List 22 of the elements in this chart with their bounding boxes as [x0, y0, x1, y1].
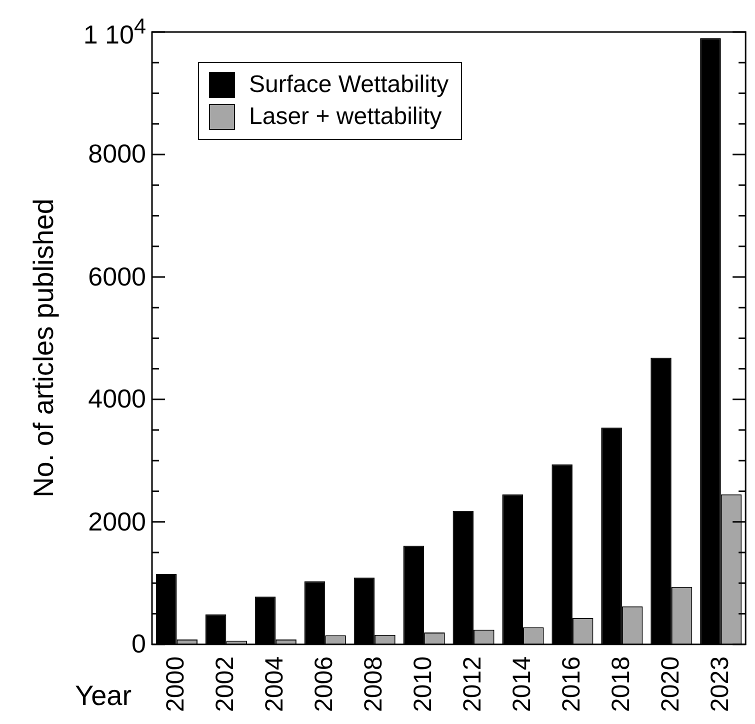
- y-tick-label: 0: [132, 628, 146, 660]
- x-tick-label: 2012: [458, 656, 486, 712]
- x-tick-label: 2023: [706, 656, 734, 712]
- y-tick-label: 8000: [88, 138, 146, 170]
- x-tick-label: 2004: [260, 656, 289, 712]
- y-axis-title: No. of articles published: [28, 198, 60, 498]
- y-tick-label: 1 10$^{4}$: [83, 14, 146, 50]
- x-tick-label: 2016: [557, 656, 586, 712]
- legend-label: Laser + wettability: [249, 103, 442, 130]
- x-tick-label: 2018: [606, 656, 635, 712]
- x-tick-label: 2000: [162, 656, 190, 712]
- legend-label: Surface Wettability: [249, 71, 449, 98]
- x-axis-title: Year: [75, 680, 132, 712]
- x-tick-label: 2006: [310, 656, 338, 712]
- x-tick-label: 2014: [508, 656, 536, 712]
- y-tick-label: 4000: [88, 384, 146, 415]
- y-tick-label: 6000: [88, 261, 146, 292]
- x-tick-label: 2010: [408, 656, 437, 712]
- x-tick-label: 2008: [359, 656, 388, 712]
- x-tick-label: 2002: [211, 656, 240, 712]
- x-tick-label: 2020: [656, 656, 684, 712]
- y-tick-label: 2000: [88, 506, 146, 538]
